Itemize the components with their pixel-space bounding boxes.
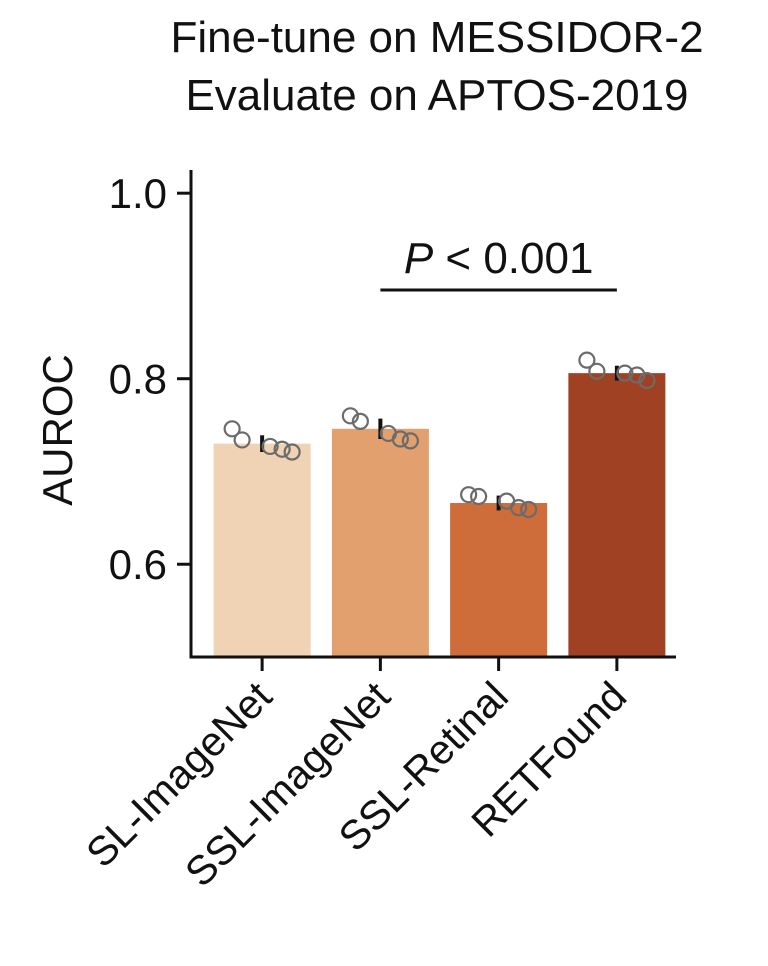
data-point bbox=[261, 437, 279, 456]
data-point bbox=[401, 432, 419, 450]
x-tick-label: SSL-ImageNet bbox=[176, 672, 399, 895]
bar-retfound bbox=[568, 373, 666, 657]
data-point bbox=[578, 351, 596, 369]
data-point bbox=[283, 443, 301, 461]
p-value-text: < 0.001 bbox=[433, 234, 593, 283]
chart-title-line-1: Fine-tune on MESSIDOR-2 bbox=[170, 13, 703, 62]
significance-label: P < 0.001 bbox=[404, 234, 594, 283]
y-tick-label: 1.0 bbox=[109, 170, 167, 217]
data-point bbox=[588, 362, 606, 380]
data-point bbox=[460, 486, 478, 504]
bar-ssl-retinal bbox=[450, 503, 548, 657]
data-point bbox=[628, 366, 646, 384]
data-point bbox=[470, 487, 488, 506]
bar-ssl-imagenet bbox=[331, 428, 429, 657]
data-point bbox=[223, 420, 241, 438]
p-value-symbol: P bbox=[404, 234, 434, 283]
data-point bbox=[391, 430, 409, 448]
chart-title-line-2: Evaluate on APTOS-2019 bbox=[185, 71, 688, 120]
y-axis-label: AUROC bbox=[34, 354, 81, 506]
data-point bbox=[520, 500, 538, 519]
data-point bbox=[341, 407, 359, 425]
bar-sl-imagenet bbox=[213, 443, 311, 657]
data-point bbox=[273, 440, 291, 458]
y-tick-label: 0.6 bbox=[109, 541, 167, 588]
data-point bbox=[510, 499, 528, 517]
data-point bbox=[233, 431, 251, 449]
data-point bbox=[351, 412, 369, 430]
data-point bbox=[638, 371, 656, 390]
y-tick-label: 0.8 bbox=[109, 356, 167, 403]
data-point bbox=[616, 364, 634, 382]
